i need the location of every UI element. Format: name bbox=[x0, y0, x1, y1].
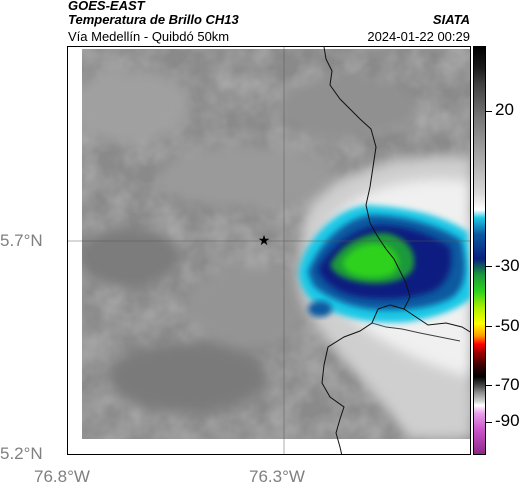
organization-label: SIATA bbox=[432, 12, 470, 27]
colorbar-label: -50 bbox=[495, 316, 520, 335]
colorbar-tick bbox=[486, 326, 492, 327]
colorbar-label: -70 bbox=[495, 375, 520, 394]
colorbar-label: -90 bbox=[495, 411, 520, 430]
boundary-line-2 bbox=[403, 308, 470, 333]
no-data-bottom bbox=[68, 439, 470, 454]
lon-label-76.3: 76.3°W bbox=[249, 467, 305, 486]
map-image: ★ bbox=[68, 47, 470, 454]
colorbar-tick bbox=[486, 266, 492, 267]
satellite-map[interactable]: ★ bbox=[67, 46, 471, 455]
satellite-title: GOES-EAST bbox=[68, 0, 145, 13]
colorbar bbox=[473, 46, 486, 455]
boundary-line-3 bbox=[371, 322, 461, 342]
cold-cloud-core bbox=[298, 205, 470, 323]
colorbar-label: -30 bbox=[495, 256, 520, 275]
datetime-label: 2024-01-22 00:29 bbox=[367, 29, 470, 44]
boundary-line bbox=[321, 47, 411, 454]
colorbar-tick bbox=[486, 422, 492, 423]
product-title: Temperatura de Brillo CH13 bbox=[68, 12, 239, 27]
no-data-left bbox=[68, 47, 82, 454]
colorbar-tick bbox=[486, 385, 492, 386]
lat-label-5.7: 5.7°N bbox=[0, 231, 43, 250]
colorbar-tick bbox=[486, 111, 492, 112]
region-subtitle: Vía Medellín - Quibdó 50km bbox=[68, 29, 230, 44]
colorbar-label: 20 bbox=[495, 100, 514, 119]
lon-label-76.8: 76.8°W bbox=[34, 467, 90, 486]
lat-label-5.2: 5.2°N bbox=[0, 444, 43, 463]
star-icon: ★ bbox=[258, 233, 271, 249]
